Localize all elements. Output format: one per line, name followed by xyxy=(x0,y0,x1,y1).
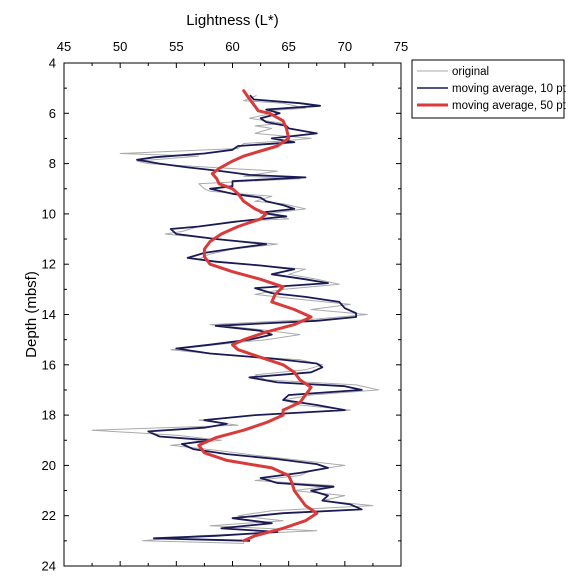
y-tick-label: 12 xyxy=(42,257,56,272)
legend: original moving average, 10 pt moving av… xyxy=(411,59,567,119)
x-tick-label: 60 xyxy=(225,39,239,54)
legend-box xyxy=(411,59,565,119)
y-axis-title: Depth (mbsf) xyxy=(23,271,40,358)
x-tick-label: 45 xyxy=(57,39,71,54)
plot-frame xyxy=(63,62,402,567)
legend-label-ma50: moving average, 50 pt xyxy=(452,100,567,112)
x-tick-label: 55 xyxy=(169,39,183,54)
series-line-ma10 xyxy=(136,94,363,542)
y-tick-label: 24 xyxy=(42,559,56,574)
y-tick-label: 20 xyxy=(42,458,56,473)
x-tick-label: 65 xyxy=(281,39,295,54)
y-tick-label: 18 xyxy=(42,408,56,423)
y-tick-label: 10 xyxy=(42,206,56,221)
y-tick-label: 16 xyxy=(42,357,56,372)
x-axis-title: Lightness (L*) xyxy=(186,12,279,29)
series-line-original xyxy=(91,95,379,544)
x-axis-ticks: 45 50 55 60 65 70 75 xyxy=(57,39,408,566)
series-line-ma50 xyxy=(197,89,319,543)
y-tick-label: 4 xyxy=(49,56,56,71)
y-axis-ticks: 4 6 8 10 12 14 16 18 20 22 24 xyxy=(42,56,401,574)
y-tick-label: 22 xyxy=(42,508,56,523)
y-tick-label: 6 xyxy=(49,106,56,121)
x-tick-label: 75 xyxy=(394,39,408,54)
legend-label-original: original xyxy=(452,66,489,78)
x-tick-label: 50 xyxy=(113,39,127,54)
x-tick-label: 70 xyxy=(338,39,352,54)
series-layer xyxy=(91,89,379,544)
y-tick-label: 8 xyxy=(49,156,56,171)
legend-label-ma10: moving average, 10 pt xyxy=(452,83,567,95)
y-tick-label: 14 xyxy=(42,307,56,322)
